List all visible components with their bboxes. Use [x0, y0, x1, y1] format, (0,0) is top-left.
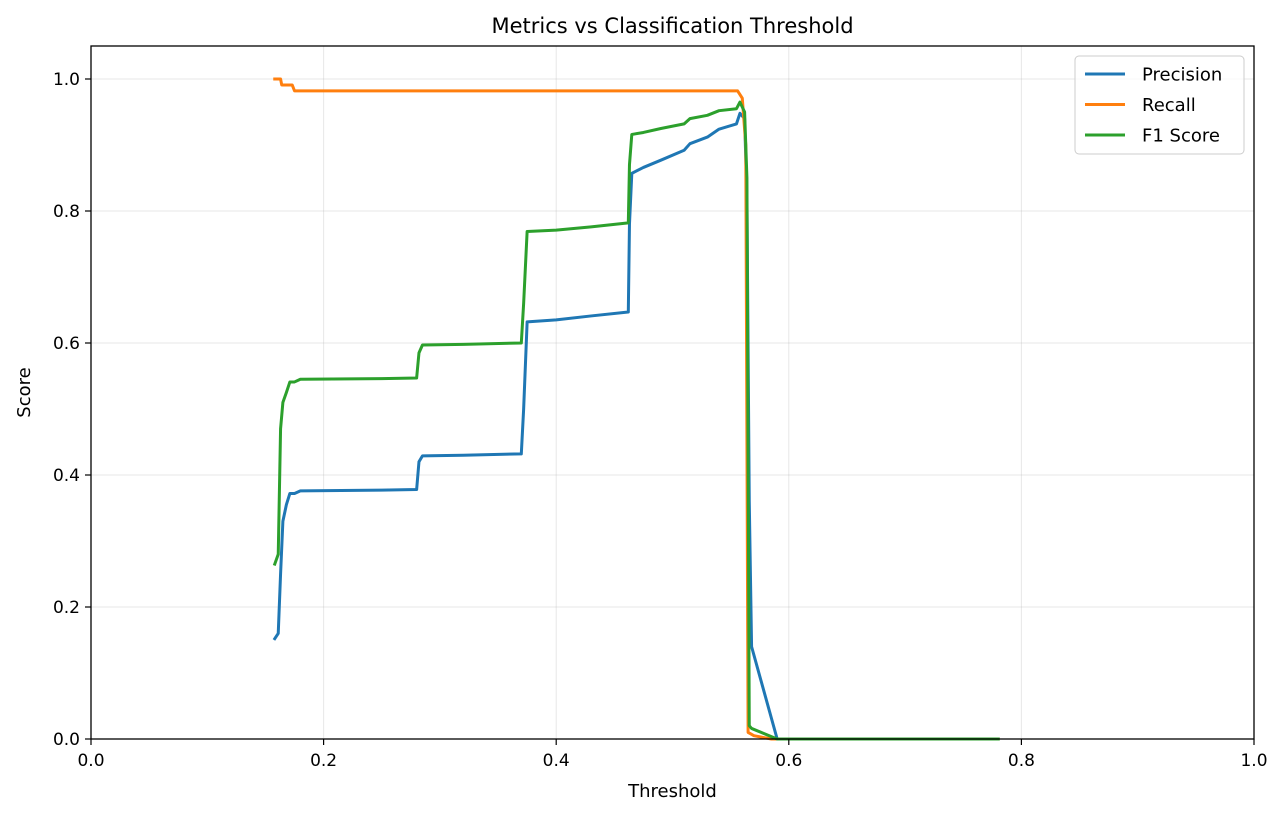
- y-tick-label: 0.8: [53, 202, 80, 222]
- legend-box: [1074, 55, 1245, 155]
- y-tick-label: 0.4: [53, 466, 80, 486]
- chart-title: Metrics vs Classification Threshold: [491, 14, 853, 38]
- x-tick-label: 0.2: [310, 751, 337, 771]
- y-tick-label: 0.6: [53, 334, 80, 354]
- y-tick-label: 1.0: [53, 70, 80, 90]
- x-tick-label: 0.6: [775, 751, 802, 771]
- series-line-f1-score: [272, 100, 1000, 741]
- plot-frame: [90, 45, 1255, 740]
- x-axis-title: Threshold: [627, 781, 717, 802]
- x-tick-label: 1.0: [1240, 751, 1267, 771]
- series-line-precision: [272, 111, 1000, 741]
- tick-layer: 0.0 0.2 0.4 0.6 0.8 1.0 0.0 0.2 0.4 0.6 0.8 1.0: [53, 70, 1268, 771]
- legend-label-precision: Precision: [1142, 65, 1222, 86]
- y-axis-title: Score: [14, 367, 35, 417]
- x-tick-label: 0.8: [1008, 751, 1035, 771]
- y-tick-label: 0.2: [53, 598, 80, 618]
- series-line-recall: [273, 77, 1000, 741]
- legend-label-recall: Recall: [1142, 95, 1196, 116]
- legend: Precision Recall F1 Score: [1074, 55, 1245, 155]
- x-tick-label: 0.4: [543, 751, 570, 771]
- legend-label-f1-score: F1 Score: [1142, 126, 1220, 147]
- series-layer: [272, 77, 1000, 741]
- x-tick-label: 0.0: [77, 751, 104, 771]
- y-tick-label: 0.0: [53, 730, 80, 750]
